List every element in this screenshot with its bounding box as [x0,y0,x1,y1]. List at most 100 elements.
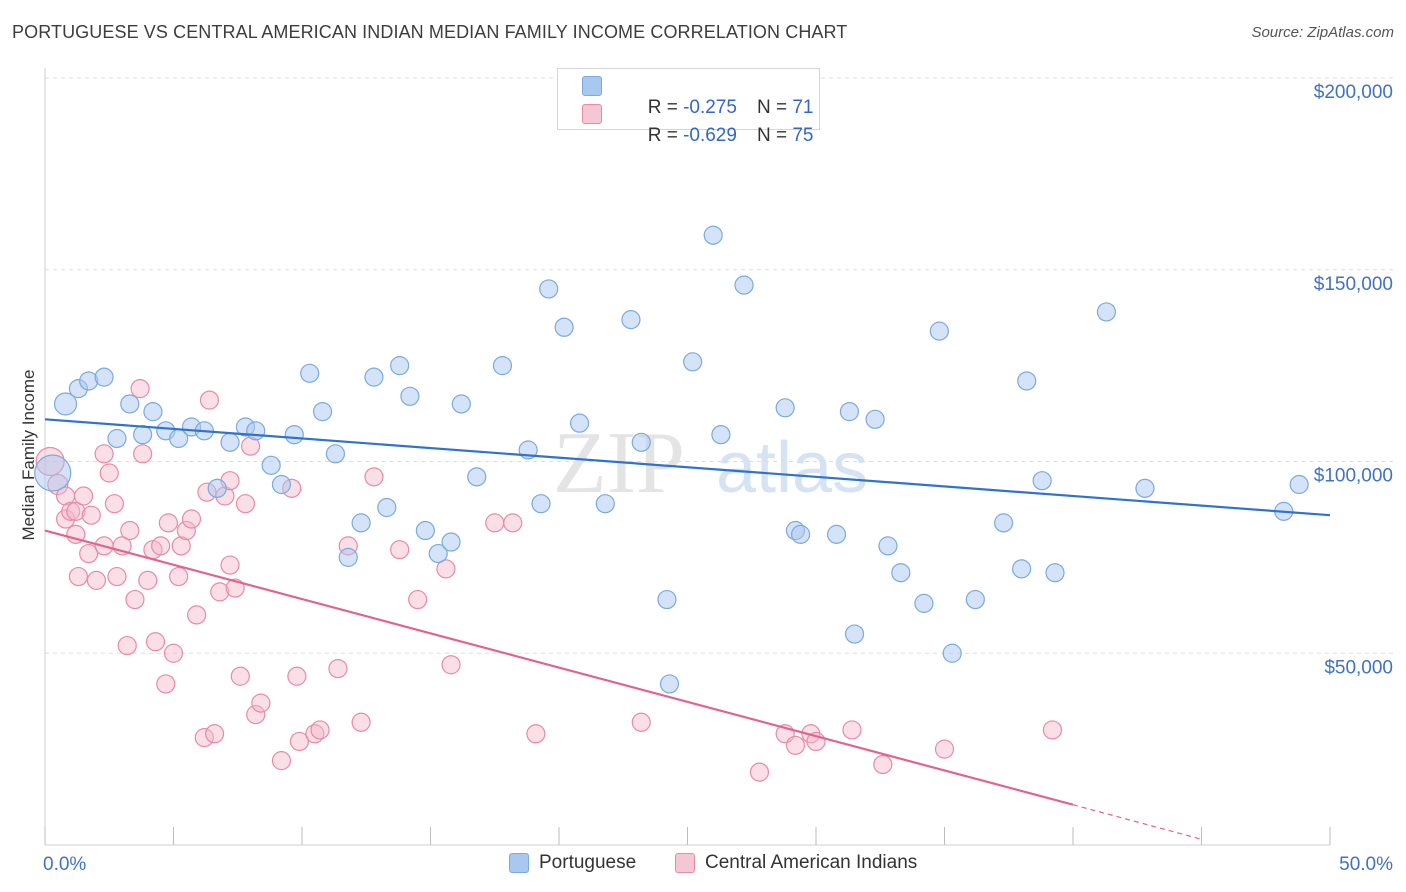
data-point-portuguese [775,398,795,418]
data-point-portuguese [865,409,885,429]
data-point-portuguese [659,674,680,694]
data-point-portuguese [34,454,72,492]
source-label: Source: ZipAtlas.com [1251,24,1394,41]
data-point-portuguese [377,497,397,518]
data-point-portuguese [621,310,641,330]
y-tick-label: $150,000 [1314,274,1393,295]
data-point-central-american-indians [68,566,89,587]
data-point-portuguese [595,494,615,514]
data-point-central-american-indians [873,754,893,775]
data-point-central-american-indians [390,540,410,560]
y-tick-label: $50,000 [1324,657,1393,678]
data-point-central-american-indians [328,658,348,679]
data-point-portuguese [994,513,1014,533]
data-point-central-american-indians [163,643,184,663]
data-point-central-american-indians [61,501,81,521]
data-point-central-american-indians [526,724,546,744]
data-point-portuguese [839,402,860,422]
x-tick-label: 50.0% [1339,854,1393,875]
x-tick-labels: 0.0% 50.0% [43,854,1393,875]
data-point-central-american-indians [125,589,145,610]
central-american-indians-points [35,379,1063,782]
data-point-central-american-indians [81,505,101,525]
data-point-portuguese [631,432,651,452]
data-point-portuguese [1032,471,1052,491]
data-point-central-american-indians [220,555,240,575]
y-axis-label: Median Family Income [19,369,38,540]
data-point-central-american-indians [107,566,127,587]
data-point-portuguese [261,455,281,475]
data-point-central-american-indians [117,635,137,656]
data-point-central-american-indians [79,543,99,564]
data-point-portuguese [711,425,731,445]
data-point-portuguese [790,524,811,544]
data-point-portuguese [878,536,898,556]
legend-item-central-american-indians[interactable]: Central American Indians [675,852,917,874]
data-point-portuguese [415,520,435,541]
data-point-portuguese [284,425,304,445]
data-point-portuguese [271,474,292,495]
data-point-portuguese [467,467,487,487]
data-point-portuguese [569,413,590,433]
legend-swatch-pink [582,104,602,124]
data-point-central-american-indians [271,751,292,771]
trend-line-portuguese [44,418,1331,517]
data-point-portuguese [351,513,371,533]
data-point-central-american-indians [138,570,158,590]
data-point-central-american-indians [230,666,250,686]
legend-item-portuguese[interactable]: Portuguese [509,852,636,874]
data-point-central-american-indians [199,390,220,410]
data-point-portuguese [657,589,677,610]
data-point-central-american-indians [305,724,325,744]
data-point-portuguese [683,352,703,372]
data-point-central-american-indians [145,632,166,652]
data-point-central-american-indians [181,509,202,529]
data-point-central-american-indians [364,467,384,487]
data-point-portuguese [441,532,461,552]
data-point-central-american-indians [934,739,955,759]
data-point-central-american-indians [194,728,214,748]
data-point-portuguese [1017,371,1037,391]
data-point-central-american-indians [287,666,307,686]
trend-lines [44,418,1331,840]
data-point-central-american-indians [169,566,189,587]
data-point-portuguese [1135,478,1155,498]
y-tick-labels: $50,000 $100,000 $150,000 $200,000 [1314,82,1393,678]
data-point-portuguese [220,432,240,452]
data-point-central-american-indians [176,520,196,541]
data-point-portuguese [94,367,114,387]
data-point-central-american-indians [73,486,94,506]
data-point-portuguese [53,392,78,416]
legend-swatch-blue [509,853,529,873]
legend-label-portuguese: Portuguese [539,852,637,873]
data-point-central-american-indians [441,655,461,675]
data-point-central-american-indians [1042,720,1063,740]
data-point-central-american-indians [785,735,806,755]
data-point-portuguese [1045,563,1065,583]
data-point-central-american-indians [235,494,256,514]
data-point-portuguese [207,478,227,498]
data-point-portuguese [390,356,410,376]
data-point-portuguese [325,444,346,464]
data-point-portuguese [703,225,723,245]
y-tick-label: $100,000 [1314,466,1393,487]
trend-line-extension-central-american-indians [1072,804,1202,840]
data-point-central-american-indians [130,379,150,399]
data-point-portuguese [844,624,865,644]
data-point-central-american-indians [289,731,310,752]
data-point-central-american-indians [436,559,456,579]
data-point-portuguese [1096,302,1117,322]
data-point-portuguese [965,589,985,610]
correlation-legend: R = -0.275 N = 71 R = -0.629 N = 75 [557,68,820,146]
data-point-portuguese [929,321,949,341]
data-point-portuguese [451,394,471,414]
axes [44,68,1331,846]
legend-n-value: 71 [792,97,814,118]
data-point-portuguese [428,543,448,564]
data-point-central-american-indians [120,520,140,541]
data-point-portuguese [143,402,163,422]
data-point-portuguese [400,386,420,406]
data-point-portuguese [734,275,754,295]
data-point-portuguese [107,428,127,449]
